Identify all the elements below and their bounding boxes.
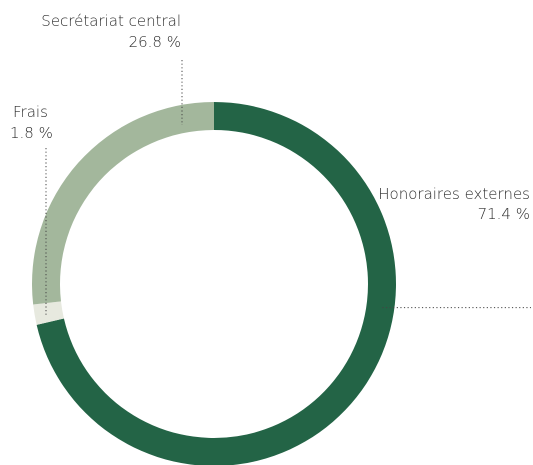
slice-label-frais: Frais <box>13 103 48 121</box>
slice-value-frais: 1.8 % <box>10 124 53 142</box>
slice-value-honoraires-externes: 71.4 % <box>478 205 530 223</box>
slice-label-secretariat-central: Secrétariat central <box>41 12 181 30</box>
slice-value-secretariat-central: 26.8 % <box>129 33 181 51</box>
donut-slices <box>32 102 396 465</box>
label-leaders <box>45 60 531 317</box>
slice-label-honoraires-externes: Honoraires externes <box>378 185 530 203</box>
slice-frais <box>33 301 64 325</box>
slice-secretariat-central <box>32 102 214 305</box>
